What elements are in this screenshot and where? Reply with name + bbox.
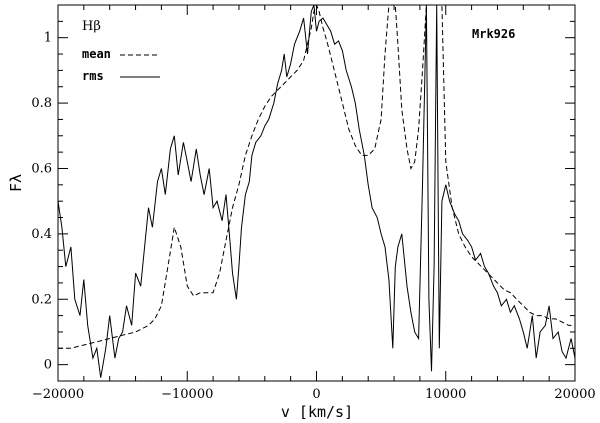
tick-labels: −20000 −10000 0 10000 20000 0 0.2 0.4 0.6 0.8 1 bbox=[31, 31, 595, 402]
series-layer bbox=[58, 5, 575, 378]
legend: mean rms bbox=[82, 47, 160, 83]
x-tick-label: 20000 bbox=[554, 387, 595, 402]
legend-label-mean: mean bbox=[82, 47, 111, 61]
y-tick-label: 1 bbox=[44, 31, 52, 46]
y-tick-label: 0.4 bbox=[31, 227, 52, 242]
x-tick-label: −20000 bbox=[32, 387, 84, 402]
legend-label-rms: rms bbox=[82, 69, 104, 83]
y-axis-label: Fλ bbox=[7, 174, 25, 192]
y-tick-label: 0.8 bbox=[31, 96, 52, 111]
x-axis-label: v [km/s] bbox=[281, 403, 353, 421]
y-tick-label: 0 bbox=[44, 358, 52, 373]
y-tick-label: 0.2 bbox=[31, 292, 52, 307]
series-line-mean bbox=[58, 5, 575, 349]
x-tick-label: 0 bbox=[312, 387, 320, 402]
x-tick-label: 10000 bbox=[425, 387, 466, 402]
series-line-rms bbox=[58, 5, 575, 378]
x-tick-label: −10000 bbox=[161, 387, 213, 402]
y-tick-label: 0.6 bbox=[31, 161, 52, 176]
ticks-layer bbox=[57, 4, 576, 381]
object-name-label: Mrk926 bbox=[472, 27, 515, 41]
panel-label: Hβ bbox=[82, 19, 101, 34]
